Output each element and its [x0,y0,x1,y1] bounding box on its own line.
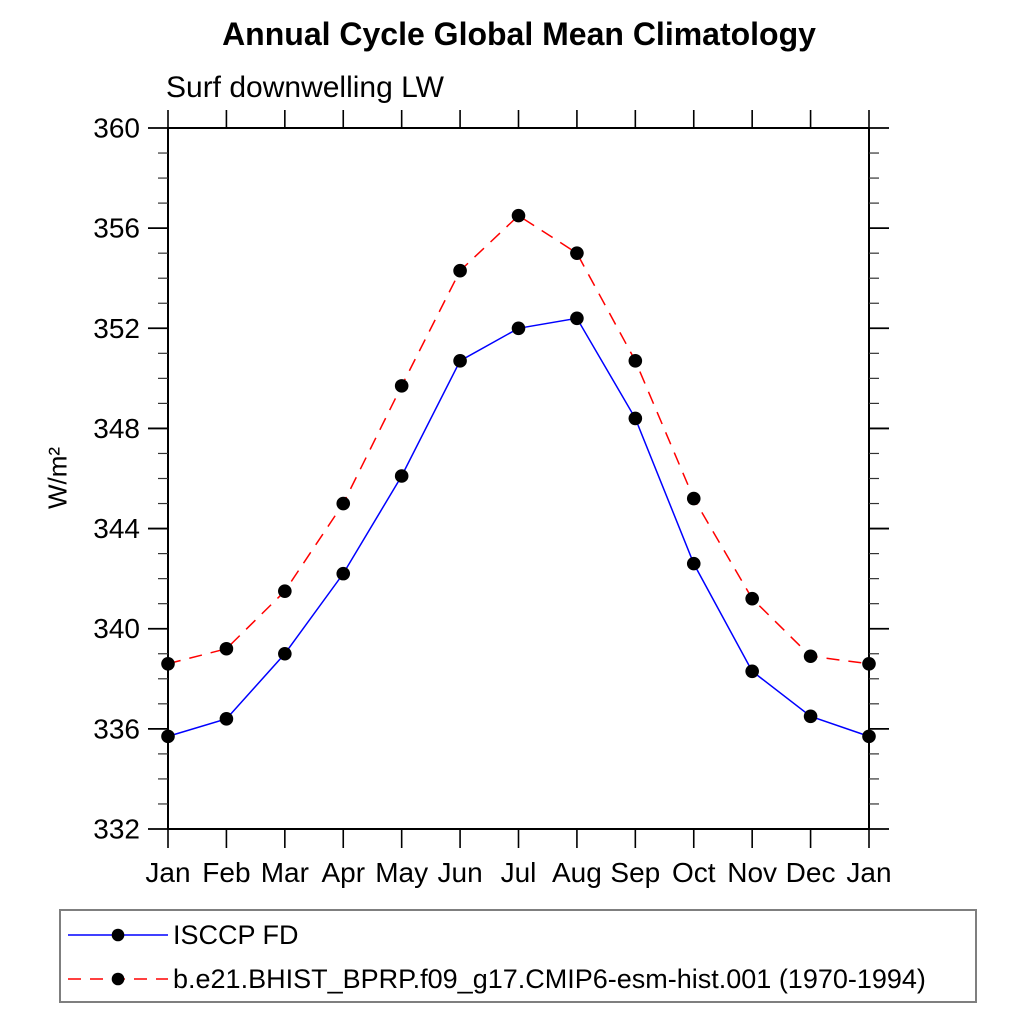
legend-box: ISCCP FD b.e21.BHIST_BPRP.f09_g17.CMIP6-… [59,909,977,1003]
x-tick-label: Jul [501,857,537,888]
data-point-marker [161,656,175,671]
x-tick-label: Apr [321,857,365,888]
legend-label-model: b.e21.BHIST_BPRP.f09_g17.CMIP6-esm-hist.… [173,964,926,994]
legend-solid-line-marker-icon [68,928,168,942]
y-tick-label: 332 [93,814,140,845]
chart-subtitle: Surf downwelling LW [166,71,444,104]
x-tick-label: Jun [438,857,483,888]
data-point-marker [394,469,409,483]
x-tick-label: Mar [261,857,309,888]
x-tick-label: May [375,857,428,888]
data-point-marker [511,208,526,223]
data-point-marker [745,664,759,679]
data-point-marker [803,649,818,664]
chart-title: Annual Cycle Global Mean Climatology [222,16,816,52]
y-tick-label: 348 [93,413,140,444]
y-tick-label: 360 [93,113,140,144]
x-tick-label: Jan [846,857,891,888]
data-point-marker [862,656,876,671]
series-line-0 [167,317,870,738]
x-tick-label: Nov [727,857,777,888]
data-point-marker [570,311,584,326]
series-line-1 [167,214,870,665]
x-tick-label: Jan [145,857,190,888]
y-tick-label: 352 [93,313,140,344]
data-point-marker [219,712,234,726]
data-point-marker [511,321,526,336]
data-point-marker [686,491,701,506]
x-tick-label: Aug [552,857,602,888]
data-point-marker [745,591,759,606]
data-point-marker [161,729,175,744]
x-tick-label: Sep [610,857,660,888]
data-point-marker [394,379,409,393]
x-tick-label: Oct [672,857,716,888]
data-point-marker [803,709,818,724]
x-tick-label: Dec [786,857,836,888]
y-tick-label: 344 [93,513,140,544]
y-tick-label: 340 [93,613,140,644]
data-point-marker [570,246,584,260]
data-point-marker [628,354,643,368]
legend-label-isccp: ISCCP FD [173,920,299,950]
data-point-marker [453,263,467,278]
data-point-marker [219,641,234,656]
legend-dashed-line-marker-icon [68,972,168,986]
data-point-marker [453,354,467,368]
data-point-marker [628,411,643,426]
data-point-marker [336,566,351,581]
y-tick-label: 336 [93,713,140,744]
data-point-marker [862,729,876,744]
data-point-marker [686,556,701,571]
y-tick-label: 356 [93,213,140,244]
data-point-marker [278,584,292,598]
x-tick-label: Feb [202,857,250,888]
axis-frame [167,127,870,830]
legend-item-model: b.e21.BHIST_BPRP.f09_g17.CMIP6-esm-hist.… [66,965,926,993]
legend-item-isccp: ISCCP FD [66,921,299,949]
data-point-marker [278,646,292,661]
data-point-marker [336,496,351,511]
